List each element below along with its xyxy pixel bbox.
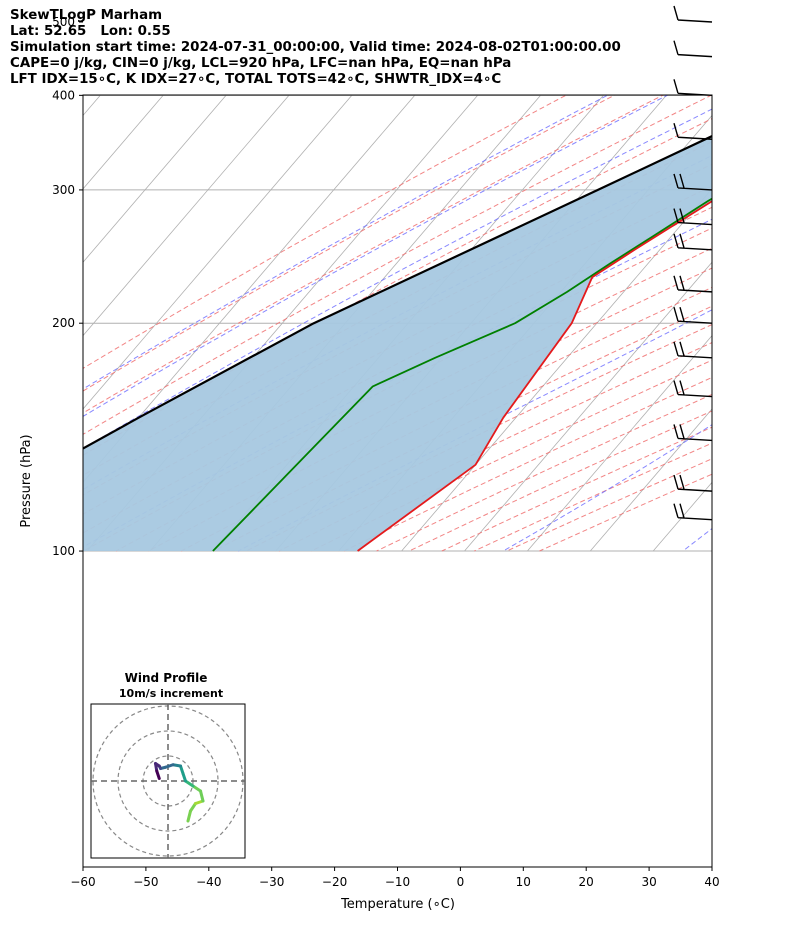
moist-adiabat-line bbox=[83, 218, 712, 548]
moist-adiabat-line bbox=[682, 527, 712, 552]
title-station: SkewTLogP Marham bbox=[10, 8, 163, 23]
wind-barb bbox=[673, 123, 713, 140]
sounding-profiles bbox=[83, 134, 712, 552]
isotherm-line bbox=[527, 335, 712, 552]
wind-barbs bbox=[673, 5, 713, 521]
y-tick-label: 200 bbox=[52, 316, 75, 330]
hodograph-ring bbox=[117, 730, 219, 832]
y-tick-label: 500 bbox=[52, 15, 75, 29]
isotherm-line bbox=[83, 95, 227, 263]
title-latlon: Lat: 52.65 Lon: 0.55 bbox=[10, 24, 171, 39]
wind-barb bbox=[673, 40, 713, 58]
isotherm-line bbox=[83, 95, 290, 337]
axes: −60−50−40−30−20−100102030401000900800700… bbox=[52, 15, 720, 889]
x-tick-label: 40 bbox=[704, 875, 719, 889]
inset-title: Wind Profile bbox=[125, 671, 208, 685]
isotherm-line bbox=[401, 188, 712, 552]
hodograph-segment bbox=[199, 789, 205, 803]
x-tick-label: 20 bbox=[579, 875, 594, 889]
chart-title-block: SkewTLogP Marham Lat: 52.65 Lon: 0.55 Si… bbox=[10, 8, 621, 88]
wind-barb bbox=[673, 5, 713, 23]
wind-barb bbox=[673, 307, 713, 324]
y-tick-label: 300 bbox=[52, 183, 75, 197]
isotherm-line bbox=[716, 0, 794, 551]
wind-barb bbox=[673, 341, 713, 359]
hodograph-segment bbox=[191, 784, 202, 793]
wind-barb bbox=[673, 503, 713, 521]
hodograph-inset: Wind Profile 10m/s increment bbox=[90, 671, 246, 859]
wind-barb bbox=[673, 233, 713, 251]
isotherm-line bbox=[589, 408, 712, 552]
y-tick-label: 400 bbox=[52, 88, 75, 102]
hodograph-segment bbox=[186, 809, 192, 823]
wind-barb bbox=[673, 79, 713, 97]
hodograph-segment bbox=[155, 769, 161, 780]
wind-barb bbox=[673, 275, 713, 293]
isotherm-line bbox=[83, 95, 164, 190]
x-tick-label: −10 bbox=[385, 875, 410, 889]
title-indices-2: LFT IDX=15∘C, K IDX=27∘C, TOTAL TOTS=42∘… bbox=[10, 72, 502, 87]
x-tick-label: 0 bbox=[457, 875, 465, 889]
hodograph-segment bbox=[184, 779, 195, 788]
dry-adiabat-line bbox=[83, 95, 712, 435]
hodograph-segment bbox=[189, 802, 197, 813]
x-axis-label: Temperature (∘C) bbox=[340, 897, 455, 912]
x-tick-label: −60 bbox=[70, 875, 95, 889]
wind-barb bbox=[673, 208, 713, 226]
title-indices-1: CAPE=0 j/kg, CIN=0 j/kg, LCL=920 hPa, LF… bbox=[10, 56, 512, 71]
temperature-profile-line bbox=[357, 200, 712, 552]
isotherm-line bbox=[83, 95, 353, 410]
dry-adiabat-line bbox=[83, 95, 616, 392]
x-tick-label: 30 bbox=[641, 875, 656, 889]
inset-subtitle: 10m/s increment bbox=[119, 687, 223, 700]
parcel-profile-line bbox=[83, 134, 712, 450]
x-tick-label: 10 bbox=[516, 875, 531, 889]
dry-adiabat-line bbox=[83, 95, 568, 369]
x-tick-label: −20 bbox=[322, 875, 347, 889]
isotherm-line bbox=[779, 0, 794, 551]
moist-adiabat-line bbox=[83, 108, 712, 449]
x-tick-label: −40 bbox=[196, 875, 221, 889]
wind-barb bbox=[673, 380, 713, 398]
dewpoint-profile-line bbox=[212, 197, 712, 552]
x-tick-label: −30 bbox=[259, 875, 284, 889]
isotherm-line bbox=[464, 261, 712, 552]
title-times: Simulation start time: 2024-07-31_00:00:… bbox=[10, 40, 621, 55]
wind-barb bbox=[673, 474, 713, 492]
x-tick-label: −50 bbox=[133, 875, 158, 889]
cape-cin-shading bbox=[83, 136, 712, 551]
wind-barb bbox=[673, 424, 713, 442]
y-axis-label: Pressure (hPa) bbox=[19, 434, 34, 527]
y-tick-label: 100 bbox=[52, 544, 75, 558]
wind-barb bbox=[673, 173, 713, 191]
